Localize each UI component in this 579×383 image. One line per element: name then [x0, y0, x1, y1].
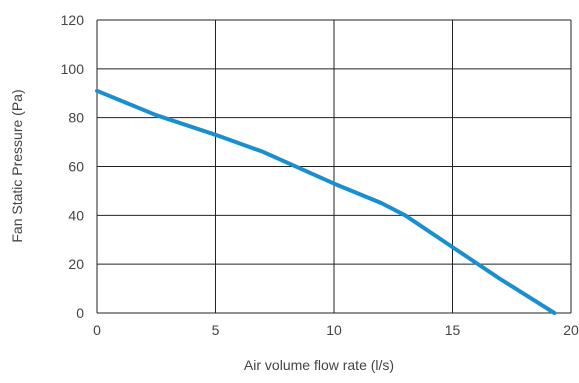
y-tick-label: 80	[68, 110, 84, 126]
x-tick-label: 20	[563, 322, 579, 338]
y-tick-label: 100	[61, 61, 85, 77]
y-axis-title: Fan Static Pressure (Pa)	[9, 89, 25, 242]
x-tick-label: 15	[445, 322, 461, 338]
y-tick-label: 0	[76, 305, 84, 321]
y-tick-label: 60	[68, 159, 84, 175]
series-line	[95, 88, 557, 315]
y-tick-label: 40	[68, 207, 84, 223]
series-layer	[95, 88, 557, 315]
x-tick-label: 5	[212, 322, 220, 338]
y-tick-label: 20	[68, 256, 84, 272]
x-tick-label: 10	[326, 322, 342, 338]
grid	[96, 19, 572, 314]
x-axis-title: Air volume flow rate (l/s)	[244, 357, 394, 373]
tick-labels: 0 5 10 15 20 0 20 40 60 80 100 120	[61, 12, 579, 338]
x-tick-label: 0	[93, 322, 101, 338]
y-tick-label: 120	[61, 12, 85, 28]
